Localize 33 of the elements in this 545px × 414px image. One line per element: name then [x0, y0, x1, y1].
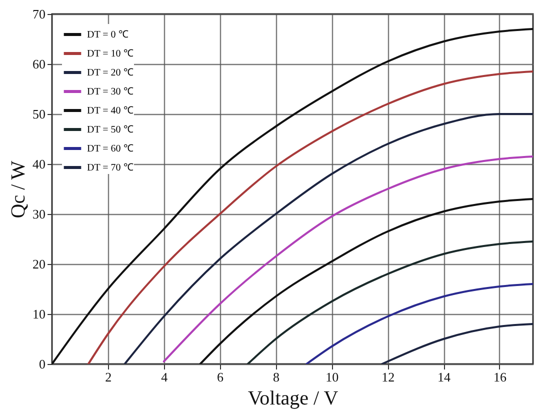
legend-label: DT = 50 ℃: [87, 124, 134, 136]
x-tick-label: 8: [272, 370, 280, 384]
line-series: [246, 240, 533, 364]
x-axis-title: Voltage / V: [248, 388, 339, 410]
y-tick-label: 0: [39, 356, 46, 372]
y-tick-label: 60: [32, 56, 46, 72]
x-tick-label: 10: [326, 370, 339, 384]
legend-label: DT = 10 ℃: [87, 48, 134, 60]
x-tick-label: 16: [493, 370, 507, 384]
line-series: [380, 323, 533, 364]
line-series: [305, 283, 533, 364]
legend-label: DT = 70 ℃: [87, 162, 134, 174]
y-tick-label: 30: [32, 206, 46, 222]
legend-label: DT = 30 ℃: [87, 86, 134, 98]
legend-label: DT = 60 ℃: [87, 144, 134, 154]
line-series: [124, 113, 533, 364]
legend-label: DT = 40 ℃: [87, 106, 134, 116]
line-series: [52, 28, 533, 364]
legend-label: DT = 20 ℃: [87, 68, 134, 78]
y-axis-title: Qc / W: [8, 160, 30, 218]
x-tick-label: 4: [161, 370, 168, 384]
x-tick-label: 12: [382, 370, 395, 384]
line-series: [162, 156, 533, 362]
y-tick-label: 50: [32, 106, 46, 122]
x-tick-label: 6: [217, 370, 224, 384]
y-tick-label: 20: [32, 256, 46, 272]
line-series: [199, 198, 533, 364]
y-tick-label: 10: [32, 306, 46, 322]
x-tick-label: 2: [105, 370, 112, 384]
y-tick-label: 70: [32, 6, 46, 22]
x-tick-label: 14: [438, 370, 452, 384]
y-tick-label: 40: [32, 156, 46, 172]
legend-label: DT = 0 ℃: [87, 30, 128, 40]
